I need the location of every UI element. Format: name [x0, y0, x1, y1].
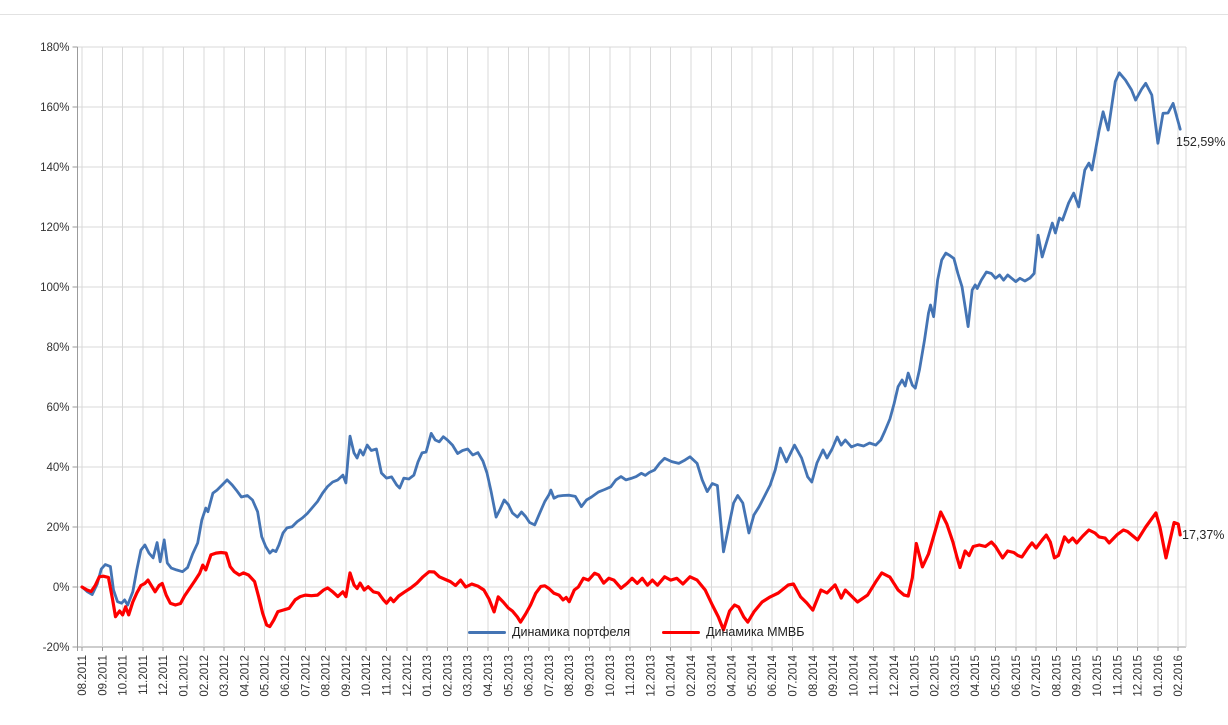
portfolio-line-swatch-icon — [468, 630, 506, 634]
y-axis-label: 40% — [46, 462, 69, 474]
x-axis-label: 01.2016 — [1153, 655, 1165, 697]
x-axis-label: 07.2013 — [544, 655, 556, 697]
x-axis-label: 10.2013 — [605, 655, 617, 697]
y-axis-label: 180% — [40, 42, 69, 54]
legend-label-mmvb: Динамика ММВБ — [706, 625, 805, 639]
x-axis-label: 10.2014 — [848, 654, 860, 696]
x-axis-label: 12.2011 — [158, 655, 170, 696]
legend-label-portfolio: Динамика портфеля — [512, 625, 631, 639]
x-axis-label: 04.2013 — [483, 655, 495, 697]
x-axis-label: 06.2013 — [524, 655, 536, 697]
x-axis-label: 08.2012 — [321, 655, 333, 697]
chart-legend: Динамика портфеля Динамика ММВБ — [468, 625, 804, 639]
x-axis-label: 12.2012 — [402, 655, 414, 697]
x-axis-label: 09.2012 — [341, 655, 353, 697]
x-axis-label: 02.2016 — [1173, 655, 1185, 697]
x-axis-label: 02.2014 — [686, 654, 698, 696]
page-top-divider — [0, 14, 1228, 15]
y-axis-label: 0% — [53, 582, 70, 594]
x-axis-label: 10.2015 — [1092, 655, 1104, 697]
x-axis-label: 11.2013 — [625, 655, 637, 696]
x-axis-label: 08.2015 — [1051, 655, 1063, 697]
x-axis-label: 06.2015 — [1011, 655, 1023, 697]
y-axis-label: 120% — [40, 222, 69, 234]
x-axis-label: 07.2012 — [300, 655, 312, 697]
y-axis-label: 160% — [40, 102, 69, 114]
x-axis-label: 12.2014 — [889, 654, 901, 696]
x-axis-label: 09.2014 — [828, 654, 840, 696]
data-label-mmvb-final: 17,37% — [1182, 528, 1225, 542]
mmvb-line-swatch-icon — [662, 630, 701, 634]
y-axis-label: -20% — [43, 642, 70, 654]
x-axis-label: 03.2014 — [706, 654, 718, 696]
x-axis-label: 12.2015 — [1133, 655, 1145, 697]
x-axis-label: 01.2015 — [909, 655, 921, 697]
x-axis-label: 08.2013 — [564, 655, 576, 697]
x-axis-label: 11.2011 — [138, 655, 150, 695]
legend-item-portfolio[interactable]: Динамика портфеля — [468, 625, 630, 639]
x-axis-label: 05.2012 — [260, 655, 272, 697]
x-axis-label: 02.2013 — [442, 655, 454, 697]
y-axis-label: 20% — [46, 522, 69, 534]
x-axis-label: 05.2015 — [991, 655, 1003, 697]
x-axis-label: 09.2011 — [97, 655, 109, 696]
x-axis-label: 01.2013 — [422, 655, 434, 697]
x-axis-label: 03.2013 — [463, 655, 475, 697]
y-axis-label: 60% — [46, 402, 69, 414]
x-axis-label: 08.2011 — [77, 655, 89, 696]
x-axis-label: 11.2014 — [869, 654, 881, 695]
x-axis-label: 11.2015 — [1112, 655, 1124, 696]
y-axis-label: 80% — [46, 342, 69, 354]
x-axis-label: 06.2012 — [280, 655, 292, 697]
x-axis-label: 01.2012 — [179, 655, 191, 697]
data-label-portfolio-final: 152,59% — [1176, 135, 1226, 149]
y-axis-label: 140% — [40, 162, 69, 174]
x-axis-label: 02.2015 — [930, 655, 942, 697]
x-axis-label: 06.2014 — [767, 654, 779, 696]
x-axis-label: 05.2014 — [747, 654, 759, 696]
legend-item-mmvb[interactable]: Динамика ММВБ — [662, 625, 804, 639]
x-axis-label: 01.2014 — [666, 654, 678, 696]
x-axis-label: 03.2012 — [219, 655, 231, 697]
series-line-portfolio[interactable] — [80, 71, 1182, 607]
series-line-mmvb[interactable] — [80, 510, 1182, 632]
x-axis-label: 10.2012 — [361, 655, 373, 697]
x-axis-label: 09.2015 — [1072, 655, 1084, 697]
x-axis-label: 05.2013 — [503, 655, 515, 697]
x-axis-label: 04.2014 — [727, 654, 739, 696]
x-axis-label: 11.2012 — [382, 655, 394, 696]
x-axis-label: 12.2013 — [645, 655, 657, 697]
x-axis-label: 02.2012 — [199, 655, 211, 697]
x-axis-label: 04.2015 — [970, 655, 982, 697]
x-axis-label: 07.2015 — [1031, 655, 1043, 697]
y-axis-label: 100% — [40, 282, 69, 294]
x-axis-label: 08.2014 — [808, 654, 820, 696]
x-axis-label: 04.2012 — [239, 655, 251, 697]
x-axis-label: 03.2015 — [950, 655, 962, 697]
x-axis-label: 10.2011 — [118, 655, 130, 696]
x-axis-label: 07.2014 — [788, 654, 800, 696]
x-axis-label: 09.2013 — [585, 655, 597, 697]
